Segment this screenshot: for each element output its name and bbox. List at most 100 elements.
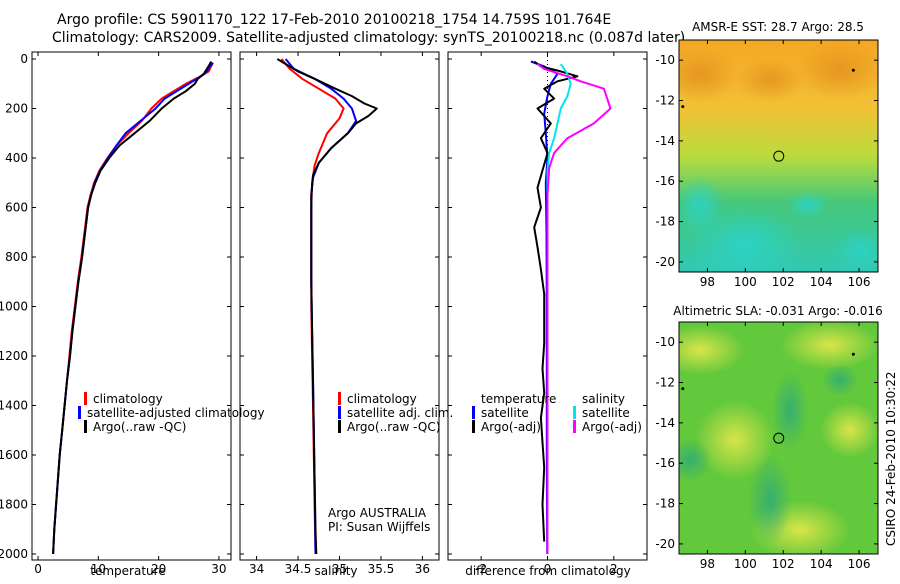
legend-label: Argo(-adj) [582,420,642,434]
x-tick-label: 2 [610,562,618,576]
argo-agency-annotation: Argo AUSTRALIA [328,506,427,520]
map-x-tick-label: 104 [810,557,833,571]
legend-swatch-climatology [84,392,87,405]
map-x-tick-label: 102 [772,275,795,289]
x-tick-label: 30 [211,562,226,576]
figure-title-line1: Argo profile: CS 5901170_122 17-Feb-2010… [57,12,611,28]
y-tick-label: 600 [5,201,28,215]
difference-axis-label: difference from climatology [465,564,631,578]
y-tick-label: 1200 [0,349,28,363]
x-tick-label: 0 [34,562,42,576]
series-line [276,58,378,555]
y-tick-label: 1600 [0,448,28,462]
x-tick-label: 35.5 [368,562,395,576]
axis-ticks: 0 10 20 30020040060080010001200140016001800… [0,52,647,576]
float-dot [851,68,855,72]
legend-swatch-argo [84,420,87,433]
legend-swatch-satellite [338,406,341,419]
difference-legend: temperature satellite Argo(-adj) salinit… [472,392,642,434]
figure-title-line2: Climatology: CARS2009. Satellite-adjuste… [52,30,685,46]
x-tick-label: 34 [249,562,264,576]
legend-label: Argo(..raw -QC) [93,420,186,434]
legend-label: satellite [481,406,529,420]
map-x-tick-label: 106 [848,557,871,571]
float-dot [681,387,685,391]
csiro-timestamp: CSIRO 24-Feb-2010 10:30:22 [884,371,898,546]
map-y-tick-label: -12 [655,376,675,390]
legend-swatch-argo [338,420,341,433]
temperature-legend: climatology satellite-adjusted climatolo… [78,392,265,434]
map-x-tick-label: 100 [734,275,757,289]
series-line [536,63,612,554]
map-x-tick-label: 98 [700,557,715,571]
sla-map-title: Altimetric SLA: -0.031 Argo: -0.016 [673,304,882,318]
y-tick-label: 1400 [0,399,28,413]
y-tick-label: 400 [5,151,28,165]
map-y-tick-label: -18 [655,497,675,511]
float-dot [851,352,855,356]
map-y-tick-label: -20 [655,255,675,269]
legend-swatch-temp-satellite [472,406,475,419]
profile-lines [52,58,612,555]
y-tick-label: 200 [5,102,28,116]
y-tick-label: 1000 [0,300,28,314]
legend-temperature-header: temperature [481,392,556,406]
temperature-axis-label: temperature [90,564,165,578]
salinity-axis-label: salinity [314,564,357,578]
legend-label: climatology [93,392,163,406]
legend-salinity-header: salinity [582,392,625,406]
sst-heatmap [679,40,878,272]
sla-heatmap [679,322,878,554]
map-y-tick-label: -12 [655,94,675,108]
map-x-tick-label: 104 [810,275,833,289]
map-y-tick-label: -14 [655,134,675,148]
sst-map-frame [678,39,879,273]
argo-pi-annotation: PI: Susan Wijffels [328,520,430,534]
legend-swatch-salt-argo [573,420,576,433]
legend-label: satellite [582,406,630,420]
sla-map-marks: 98 100 102 104 106 -10 -12 -14 -16 -18 -20 [655,322,878,571]
x-tick-label: 10 [91,562,106,576]
map-y-tick-label: -16 [655,456,675,470]
map-x-tick-label: 98 [700,275,715,289]
legend-label: climatology [347,392,417,406]
legend-label: satellite-adjusted climatology [87,406,265,420]
float-dot [681,105,685,109]
sla-map-frame [678,321,879,555]
series-line [52,62,214,555]
map-y-tick-label: -10 [655,53,675,67]
series-line [52,61,213,555]
legend-swatch-temp-argo [472,420,475,433]
legend-label: satellite adj. clim. [347,406,453,420]
x-tick-label: -2 [475,562,487,576]
y-tick-label: 800 [5,250,28,264]
legend-swatch-satellite [78,406,81,419]
map-y-tick-label: -18 [655,215,675,229]
legend-label: Argo(-adj) [481,420,541,434]
series-line [52,62,214,555]
sst-map-marks: 98 100 102 104 106 -10 -12 -14 -16 -18 -20 [655,40,878,289]
map-x-tick-label: 100 [734,557,757,571]
x-tick-label: 20 [151,562,166,576]
x-tick-label: 34.5 [285,562,312,576]
legend-label: Argo(..raw -QC) [347,420,440,434]
salinity-panel-frame [239,51,440,561]
salinity-legend: climatology satellite adj. clim. Argo(..… [328,392,453,534]
map-y-tick-label: -14 [655,416,675,430]
x-tick-label: 0 [544,562,552,576]
map-y-tick-label: -20 [655,537,675,551]
map-x-tick-label: 102 [772,557,795,571]
argo-position-marker [773,150,785,162]
y-tick-label: 1800 [0,498,28,512]
x-tick-label: 36 [415,562,430,576]
argo-position-marker [773,432,785,444]
legend-swatch-climatology [338,392,341,405]
map-y-tick-label: -10 [655,335,675,349]
sst-map-title: AMSR-E SST: 28.7 Argo: 28.5 [692,20,864,34]
y-tick-label: 0 [20,52,28,66]
map-y-tick-label: -16 [655,174,675,188]
y-tick-label: 2000 [0,547,28,561]
series-line [533,60,579,542]
series-line [284,58,358,555]
